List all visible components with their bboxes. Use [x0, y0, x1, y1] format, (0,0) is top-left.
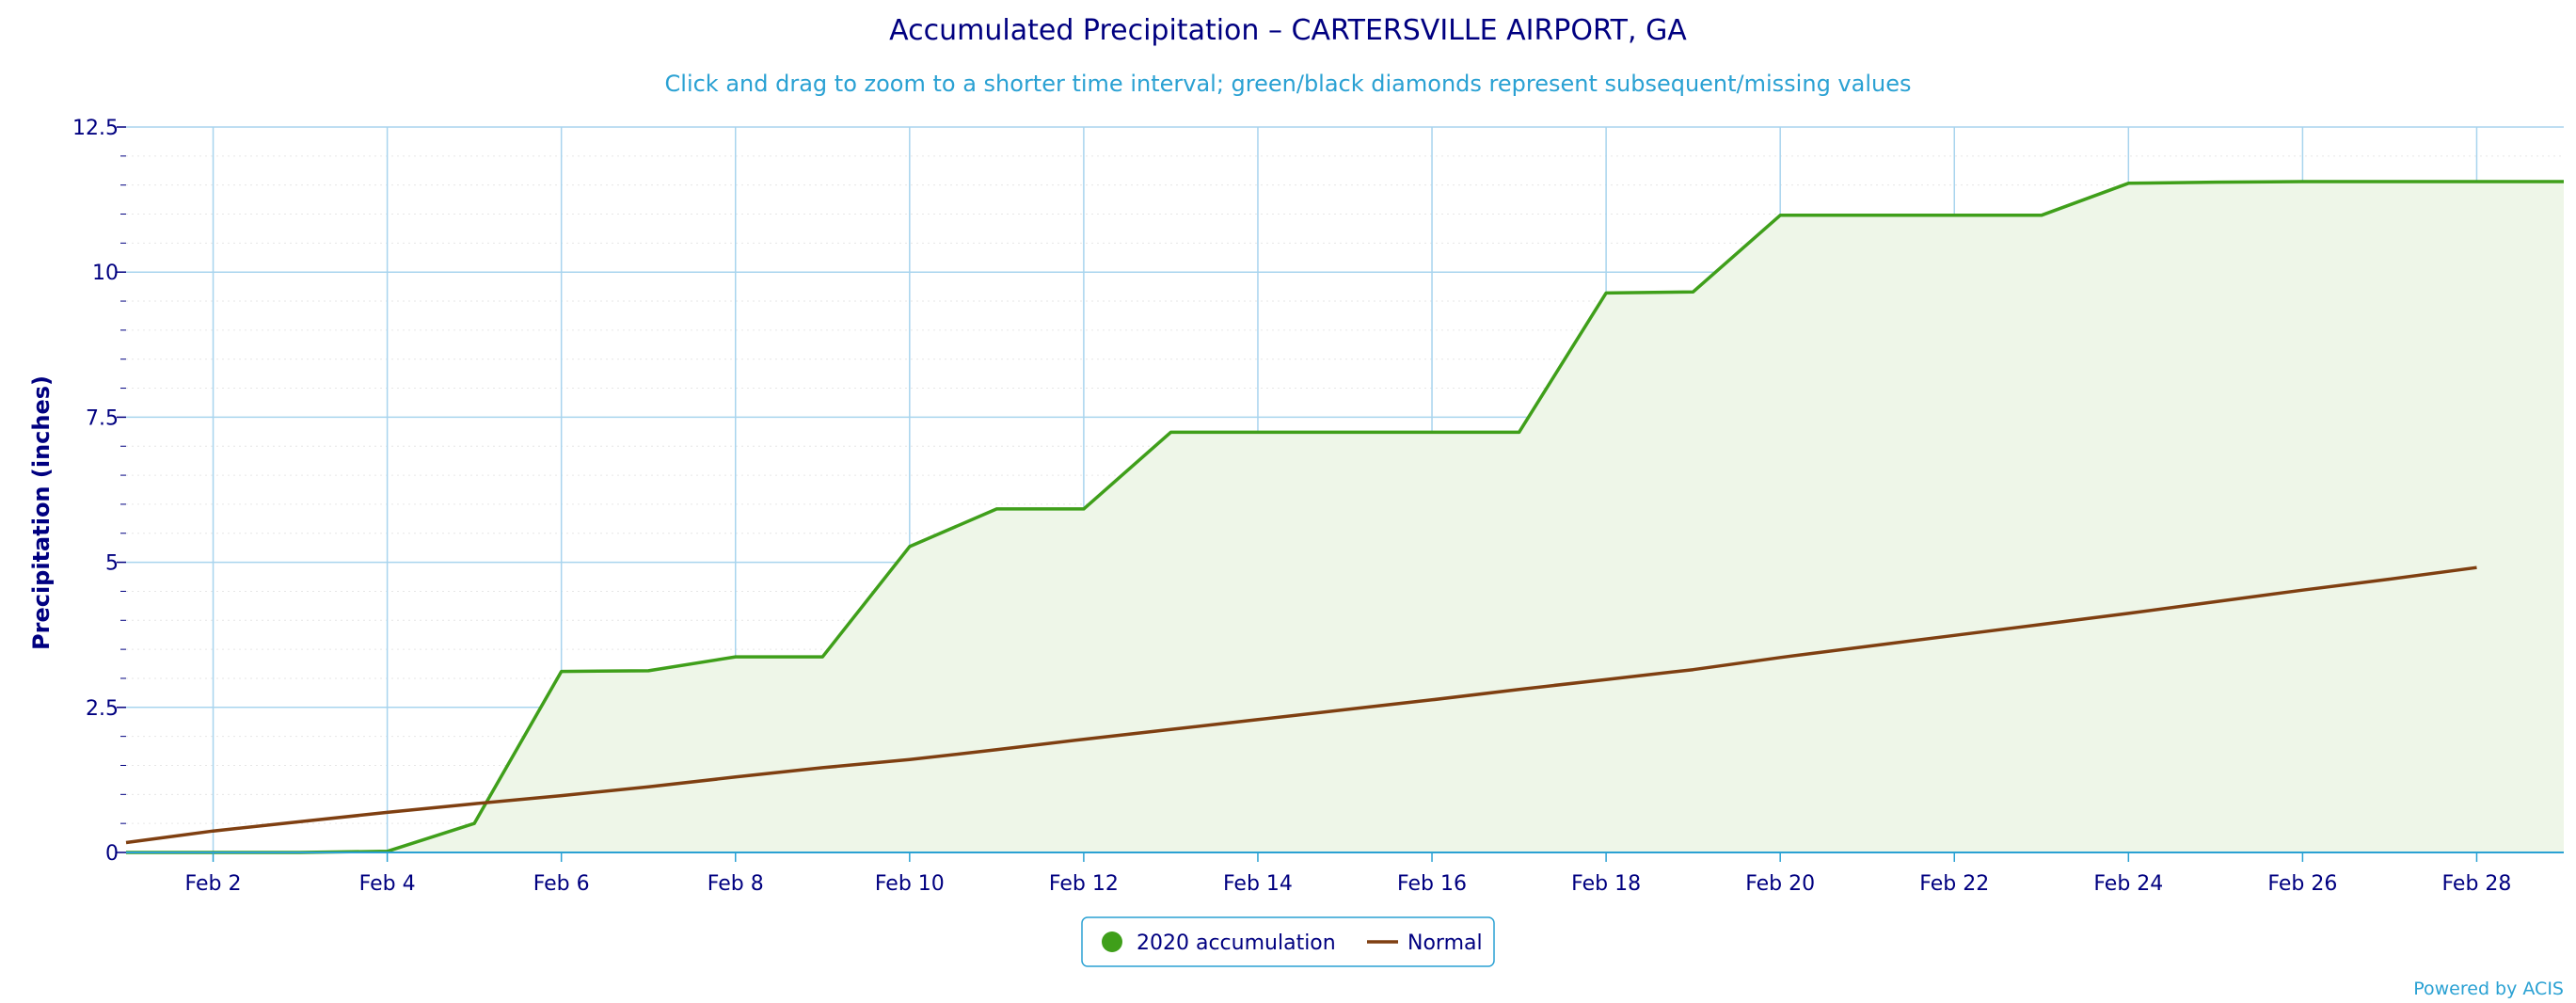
normal-point[interactable] [208, 825, 219, 836]
normal-point[interactable] [294, 816, 306, 827]
normal-point[interactable] [730, 772, 741, 783]
y-tick-label: 5 [105, 552, 119, 576]
normal-point[interactable] [1165, 724, 1176, 735]
x-tick-label: Feb 26 [2267, 872, 2337, 896]
accumulation-point[interactable] [2384, 176, 2395, 187]
accumulation-point[interactable] [1514, 426, 1525, 438]
accumulation-point[interactable] [2297, 176, 2308, 187]
legend-label-normal: Normal [1407, 931, 1483, 955]
legend-label-2020: 2020 accumulation [1137, 931, 1336, 955]
normal-point[interactable] [1340, 704, 1351, 715]
accumulation-point[interactable] [2471, 176, 2482, 187]
normal-point[interactable] [1600, 674, 1612, 685]
accumulation-series-line[interactable] [126, 180, 2564, 854]
accumulation-point[interactable] [469, 818, 480, 829]
accumulation-point[interactable] [817, 651, 828, 662]
accumulation-point[interactable] [643, 665, 654, 677]
normal-point[interactable] [1862, 641, 1873, 652]
legend-item-normal[interactable]: Normal [1367, 931, 1483, 955]
accumulation-point[interactable] [991, 503, 1002, 515]
axes: 0 2.5 5 7.5 10 12.5 Feb 2 Feb 4 Feb 6 Feb 8 Feb 10… [72, 117, 2564, 896]
normal-point[interactable] [904, 754, 915, 765]
y-axis-label: Precipitation (inches) [28, 375, 55, 650]
normal-point[interactable] [2036, 619, 2047, 630]
x-tick-label: Feb 12 [1049, 872, 1119, 896]
normal-point[interactable] [1688, 664, 1699, 676]
chart-title: Accumulated Precipitation – CARTERSVILLE… [889, 14, 1687, 47]
normal-point[interactable] [120, 837, 132, 849]
normal-series-line[interactable] [125, 565, 2477, 845]
accumulation-point[interactable] [1340, 426, 1351, 438]
x-tick-label: Feb 6 [533, 872, 590, 896]
legend-box [1081, 916, 1495, 967]
normal-point[interactable] [991, 744, 1002, 756]
normal-point[interactable] [2471, 562, 2482, 573]
plot-area[interactable] [120, 176, 2569, 858]
accumulation-point[interactable] [2036, 210, 2047, 221]
normal-point[interactable] [382, 806, 393, 818]
chart-subtitle: Click and drag to zoom to a shorter time… [665, 71, 1912, 97]
accumulation-point[interactable] [1165, 426, 1176, 438]
y-tick-label: 0 [105, 842, 119, 866]
y-tick-label: 7.5 [86, 406, 119, 430]
normal-point[interactable] [1252, 714, 1264, 725]
normal-point[interactable] [1078, 734, 1089, 745]
x-tick-label: Feb 14 [1223, 872, 1293, 896]
x-tick-label: Feb 16 [1397, 872, 1467, 896]
y-tick-label: 2.5 [86, 697, 119, 721]
normal-point[interactable] [817, 762, 828, 773]
accumulation-point[interactable] [1948, 210, 1960, 221]
x-tick-label: Feb 18 [1571, 872, 1641, 896]
normal-point[interactable] [1948, 629, 1960, 641]
normal-point[interactable] [2123, 608, 2134, 619]
credits-link[interactable]: Powered by ACIS [2413, 979, 2564, 999]
accumulation-point[interactable] [1774, 210, 1786, 221]
y-tick-label: 12.5 [72, 117, 119, 140]
accumulation-point[interactable] [2123, 178, 2134, 189]
accumulation-point[interactable] [1252, 426, 1264, 438]
normal-point[interactable] [2210, 597, 2221, 608]
normal-point[interactable] [469, 798, 480, 809]
legend-marker-circle-icon [1102, 931, 1122, 952]
x-tick-label: Feb 4 [359, 872, 416, 896]
accumulation-area [126, 182, 2564, 852]
x-tick-label: Feb 10 [875, 872, 945, 896]
accumulation-point[interactable] [730, 651, 741, 662]
accumulation-point[interactable] [2210, 177, 2221, 188]
normal-point[interactable] [1514, 684, 1525, 695]
normal-point[interactable] [2384, 573, 2395, 584]
x-tick-label: Feb 20 [1745, 872, 1815, 896]
accumulation-point[interactable] [1600, 287, 1612, 298]
normal-point[interactable] [1426, 694, 1438, 706]
accumulation-point[interactable] [1862, 210, 1873, 221]
legend-item-2020-accumulation[interactable]: 2020 accumulation [1102, 931, 1336, 955]
accumulation-point[interactable] [1426, 426, 1438, 438]
x-tick-label: Feb 2 [185, 872, 242, 896]
normal-point[interactable] [643, 781, 654, 792]
accumulation-point[interactable] [2558, 176, 2569, 187]
y-tick-label: 10 [92, 262, 119, 285]
legend: 2020 accumulation Normal [1081, 916, 1495, 967]
accumulation-point[interactable] [556, 666, 567, 677]
x-tick-label: Feb 28 [2441, 872, 2511, 896]
accumulation-point[interactable] [1688, 286, 1699, 297]
accumulation-point[interactable] [1078, 503, 1089, 515]
normal-point[interactable] [1774, 652, 1786, 663]
normal-point[interactable] [2297, 584, 2308, 596]
accumulation-point[interactable] [904, 541, 915, 552]
x-tick-label: Feb 8 [708, 872, 764, 896]
x-tick-label: Feb 24 [2093, 872, 2163, 896]
x-tick-label: Feb 22 [1919, 872, 1989, 896]
normal-point[interactable] [556, 790, 567, 802]
